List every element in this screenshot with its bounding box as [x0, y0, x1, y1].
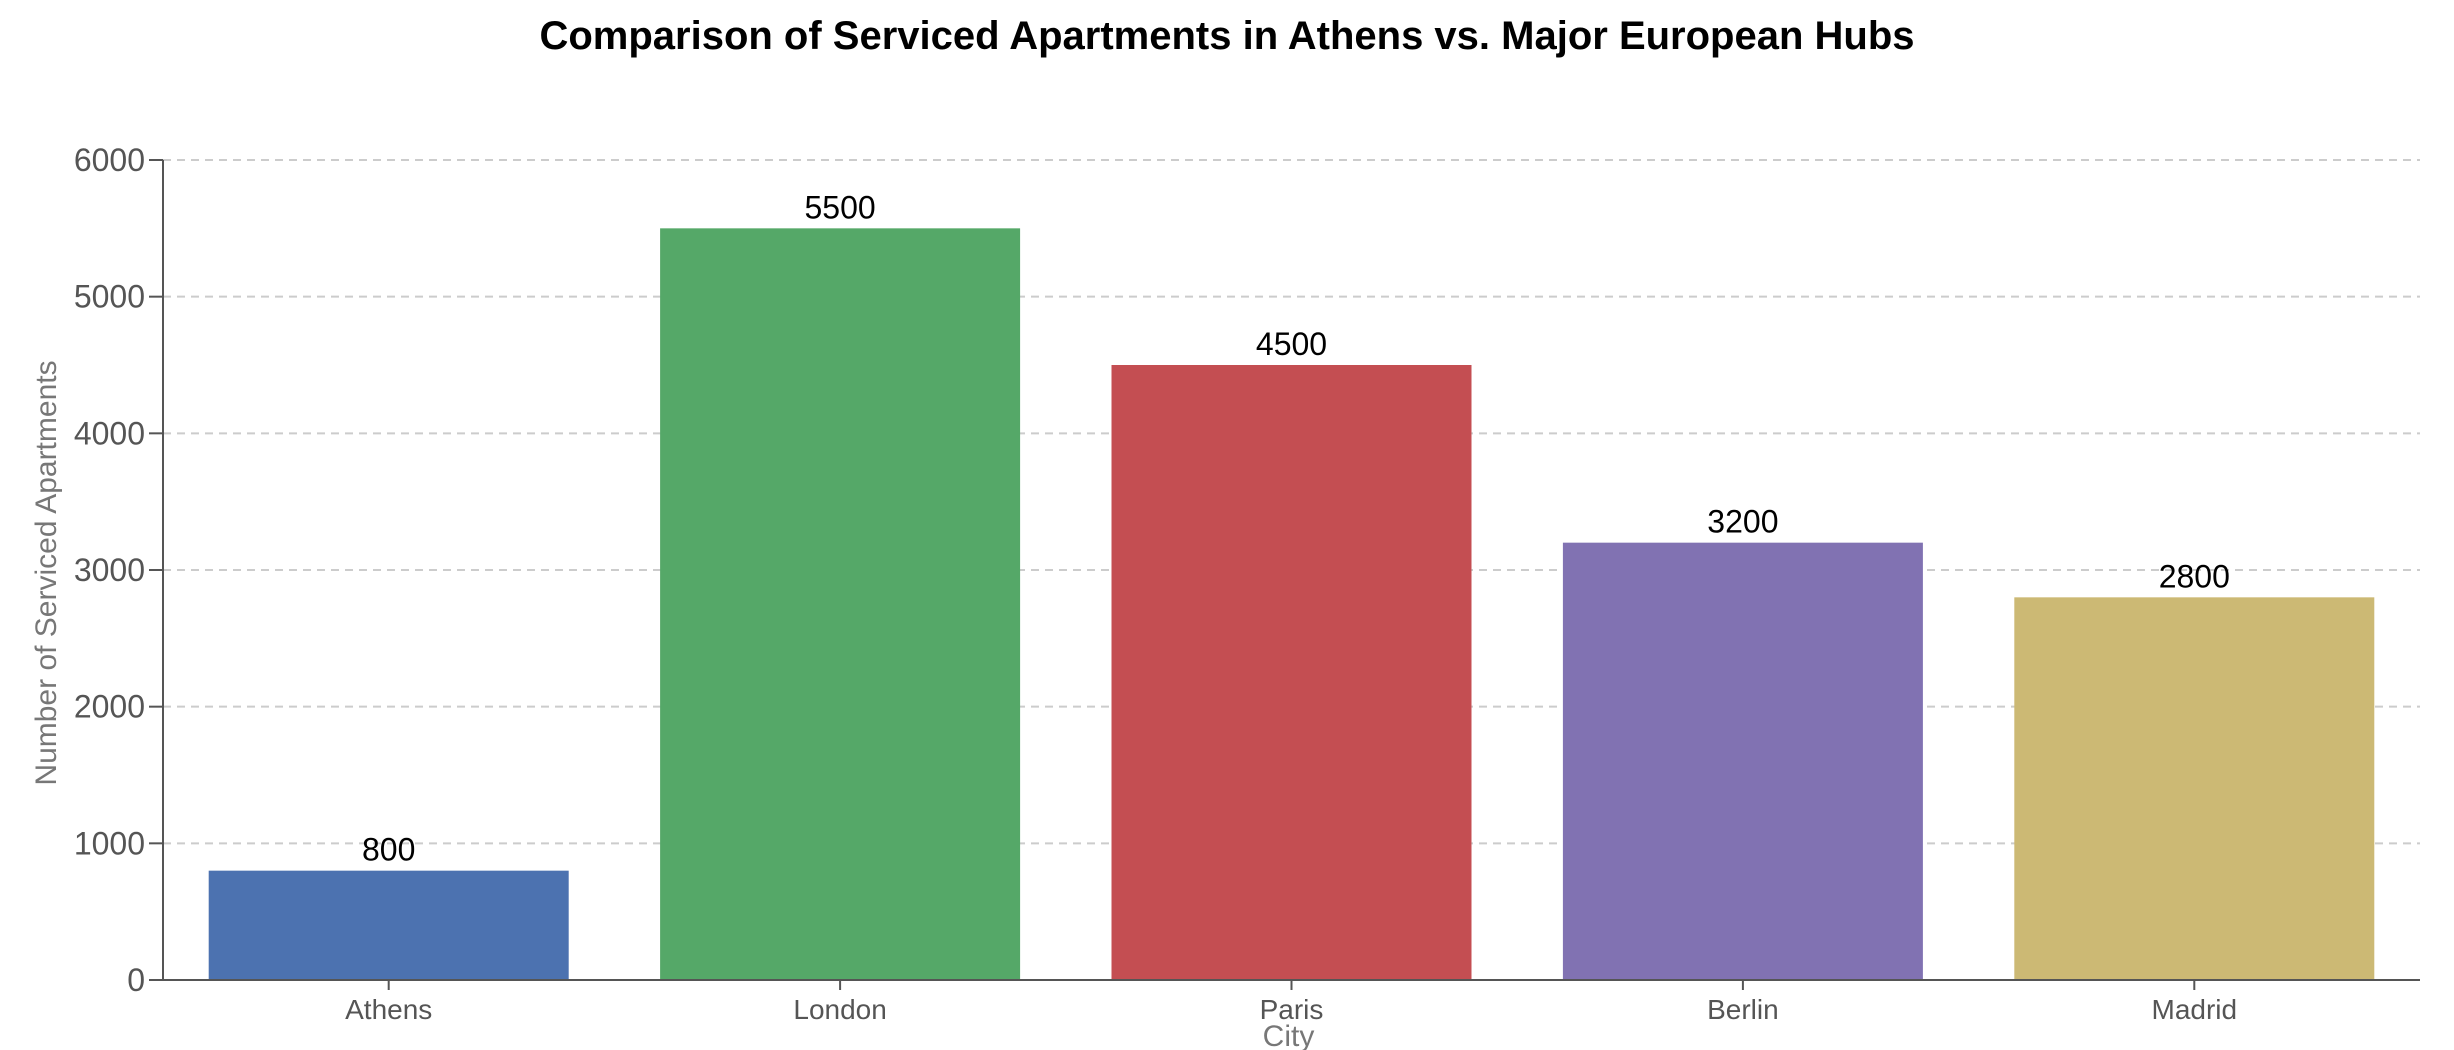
x-axis-title: City: [1263, 1020, 1315, 1050]
bars: [208, 228, 2375, 981]
y-ticks: 0 1000 2000 3000 4000 5000 6000: [74, 142, 163, 998]
bar-paris: [1111, 365, 1472, 980]
y-tick-label-0: 0: [127, 962, 145, 998]
data-label-berlin: 3200: [1707, 504, 1778, 540]
y-tick-label-4: 4000: [74, 415, 145, 451]
chart-title: Comparison of Serviced Apartments in Ath…: [539, 14, 1915, 58]
data-label-london: 5500: [805, 189, 876, 225]
x-ticks: Athens London Paris Berlin Madrid: [345, 980, 2237, 1025]
x-tick-label-paris: Paris: [1260, 994, 1324, 1025]
x-tick-label-madrid: Madrid: [2152, 994, 2238, 1025]
y-tick-label-3: 3000: [74, 552, 145, 588]
x-tick-label-athens: Athens: [345, 994, 432, 1025]
y-tick-label-2: 2000: [74, 689, 145, 725]
bar-berlin: [1562, 542, 1923, 980]
bar-athens: [208, 870, 569, 980]
y-axis-title: Number of Serviced Apartments: [30, 360, 63, 785]
y-tick-label-1: 1000: [74, 825, 145, 861]
data-label-paris: 4500: [1256, 326, 1327, 362]
y-tick-label-6: 6000: [74, 142, 145, 178]
bar-madrid: [2014, 597, 2375, 980]
data-label-athens: 800: [362, 832, 415, 868]
y-tick-label-5: 5000: [74, 279, 145, 315]
data-labels: 800 5500 4500 3200 2800: [362, 189, 2230, 867]
x-tick-label-london: London: [793, 994, 886, 1025]
bar-london: [660, 228, 1021, 981]
x-tick-label-berlin: Berlin: [1707, 994, 1779, 1025]
data-label-madrid: 2800: [2159, 558, 2230, 594]
